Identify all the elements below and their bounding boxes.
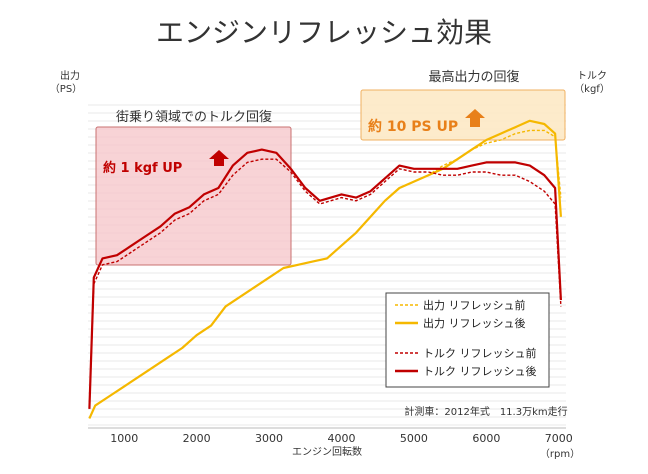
x-axis-label: エンジン回転数: [292, 445, 362, 458]
x-ticks: 1000 2000 3000 4000 5000 6000 7000: [110, 432, 573, 445]
series-layer: [88, 119, 562, 419]
power-gain-label: 約 10 PS UP: [368, 118, 458, 135]
y-right-label-line2: （kgf）: [574, 83, 610, 95]
measurement-note: 計測車：2012年式 11.3万km走行: [404, 405, 567, 418]
legend-label: 出力 リフレッシュ後: [423, 316, 526, 330]
x-tick-label: 7000: [545, 432, 573, 445]
chart-title: エンジンリフレッシュ効果: [156, 16, 492, 49]
series-line-1: [88, 129, 562, 419]
x-tick-label: 4000: [327, 432, 355, 445]
torque-gain-label: 約 1 kgf UP: [103, 160, 182, 176]
legend-label: トルク リフレッシュ前: [423, 346, 537, 360]
legend-label: トルク リフレッシュ後: [423, 364, 537, 378]
x-tick-label: 5000: [400, 432, 428, 445]
y-left-label-line2: （PS）: [50, 83, 82, 95]
torque-up-arrow-icon: [209, 150, 229, 166]
torque-region-label: 街乗り領域でのトルク回復: [116, 109, 272, 125]
power-up-arrow-icon: [465, 109, 485, 127]
legend-label: 出力 リフレッシュ前: [423, 298, 526, 312]
x-tick-label: 2000: [183, 432, 211, 445]
x-tick-label: 3000: [255, 432, 283, 445]
x-axis-unit: （rpm）: [540, 448, 580, 460]
power-region-label: 最高出力の回復: [428, 69, 519, 85]
x-tick-label: 6000: [472, 432, 500, 445]
y-left-label-line1: 出力: [60, 69, 80, 82]
torque-highlight-box: [95, 126, 292, 266]
series-line-3: [88, 158, 562, 409]
y-right-label-line1: トルク: [577, 70, 607, 82]
x-tick-label: 1000: [110, 432, 138, 445]
series-line-4: [88, 148, 562, 409]
